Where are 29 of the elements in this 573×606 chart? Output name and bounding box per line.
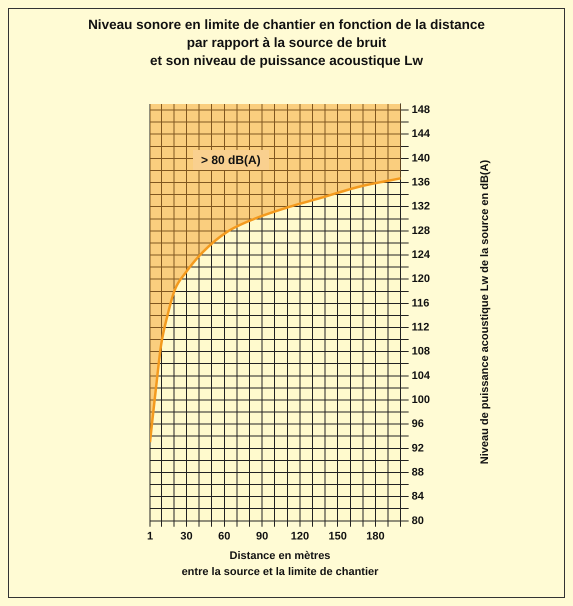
x-tick-label: 180 <box>366 530 385 542</box>
x-axis-title: Distance en mètres entre la source et la limite de chantier <box>180 549 380 580</box>
y-tick-label: 84 <box>412 490 425 503</box>
y-tick-label: 100 <box>412 394 430 406</box>
x-tick-label: 150 <box>328 530 347 542</box>
y-tick-label: 120 <box>412 273 430 286</box>
y-tick-label: 104 <box>412 370 431 382</box>
y-tick-label: 128 <box>412 224 430 237</box>
y-tick-label: 148 <box>412 104 430 116</box>
y-tick-label: 80 <box>412 514 424 527</box>
y-tick-label: 112 <box>412 322 430 334</box>
x-tick-label: 90 <box>256 530 268 542</box>
y-tick-label: 116 <box>412 297 430 310</box>
y-tick-label: 140 <box>412 152 430 164</box>
x-tick-label: 30 <box>180 530 193 542</box>
y-tick-label: 108 <box>412 346 430 358</box>
y-tick-label: 136 <box>412 176 430 189</box>
y-axis-title: Niveau de puissance acoustique Lw de la source en dB(A) <box>479 160 491 464</box>
x-tick-label: 60 <box>218 530 230 542</box>
y-tick-label: 124 <box>412 249 431 262</box>
x-tick-label: 120 <box>290 530 310 542</box>
y-tick-label: 92 <box>412 442 424 454</box>
x-tick-label: 1 <box>146 530 154 542</box>
y-tick-label: 88 <box>412 466 424 479</box>
y-tick-label: 132 <box>412 200 430 213</box>
y-tick-label: 96 <box>412 418 424 430</box>
y-tick-label: 144 <box>412 128 431 140</box>
annotation: > 80 dB(A) <box>193 150 269 170</box>
chart-title: Niveau sonore en limite de chantier en fonction de la distance par rapport à la source de bruit et son niveau de puissance acoustique Lw <box>87 16 486 70</box>
